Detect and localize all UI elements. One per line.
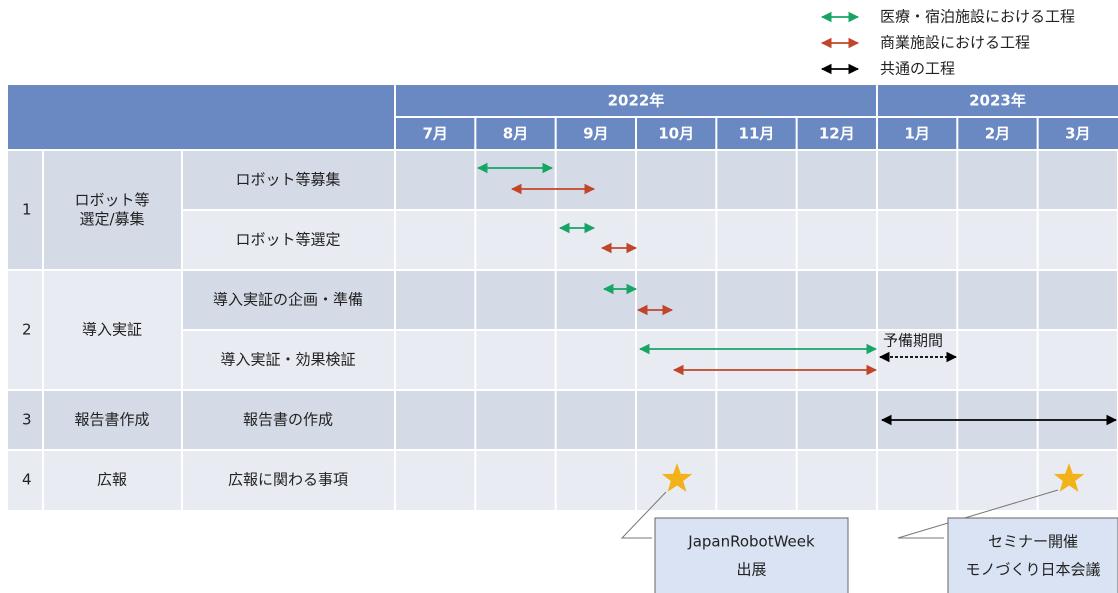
star [1053,463,1085,492]
callout-line [897,489,1059,539]
group-name: 選定/募集 [79,210,144,228]
task-row [182,210,1118,270]
task-name: ロボット等選定 [235,231,340,249]
month-label: 7月 [422,125,447,143]
spare-label: 予備期間 [883,332,943,350]
task-row [182,330,1118,390]
group-cell [8,450,182,510]
group-no: 2 [22,321,32,339]
month-label: 12月 [819,125,855,143]
task-name: 導入実証の企画・準備 [213,291,363,309]
month-label: 8月 [503,125,528,143]
task-name: 導入実証・効果検証 [220,351,355,369]
callout-box [654,517,849,593]
group-cell [8,390,182,450]
callout-text: セミナー開催 [988,533,1078,551]
group-cell [8,270,182,390]
callout-line [620,491,667,539]
group-name: 報告書作成 [74,411,149,429]
month-label: 3月 [1065,125,1090,143]
month-label: 9月 [583,125,608,143]
task-name: 広報に関わる事項 [228,471,348,489]
task-name: 報告書の作成 [243,411,333,429]
callout-text: JapanRobotWeek [687,533,815,551]
task-name: ロボット等募集 [235,171,340,189]
legend-label: 医療・宿泊施設における工程 [880,8,1075,26]
legend-label: 商業施設における工程 [880,34,1030,52]
star [661,463,693,492]
group-no: 4 [22,471,32,489]
callout-box [947,517,1118,593]
task-row [182,150,1118,210]
group-name: ロボット等 [74,191,149,209]
group-cell [8,150,182,270]
year-label: 2022年 [608,92,665,110]
group-no: 3 [22,411,32,429]
task-row [182,450,1118,510]
group-name: 導入実証 [82,321,142,339]
month-label: 1月 [904,125,929,143]
month-label: 10月 [658,125,694,143]
month-label: 2月 [985,125,1010,143]
year-label: 2023年 [969,92,1026,110]
group-no: 1 [22,201,32,219]
callout-text: 出展 [736,561,766,579]
month-label: 11月 [739,125,775,143]
callout-text: モノづくり日本会議 [965,561,1100,579]
group-name: 広報 [97,471,127,489]
task-row [182,270,1118,330]
legend-label: 共通の工程 [880,60,955,78]
